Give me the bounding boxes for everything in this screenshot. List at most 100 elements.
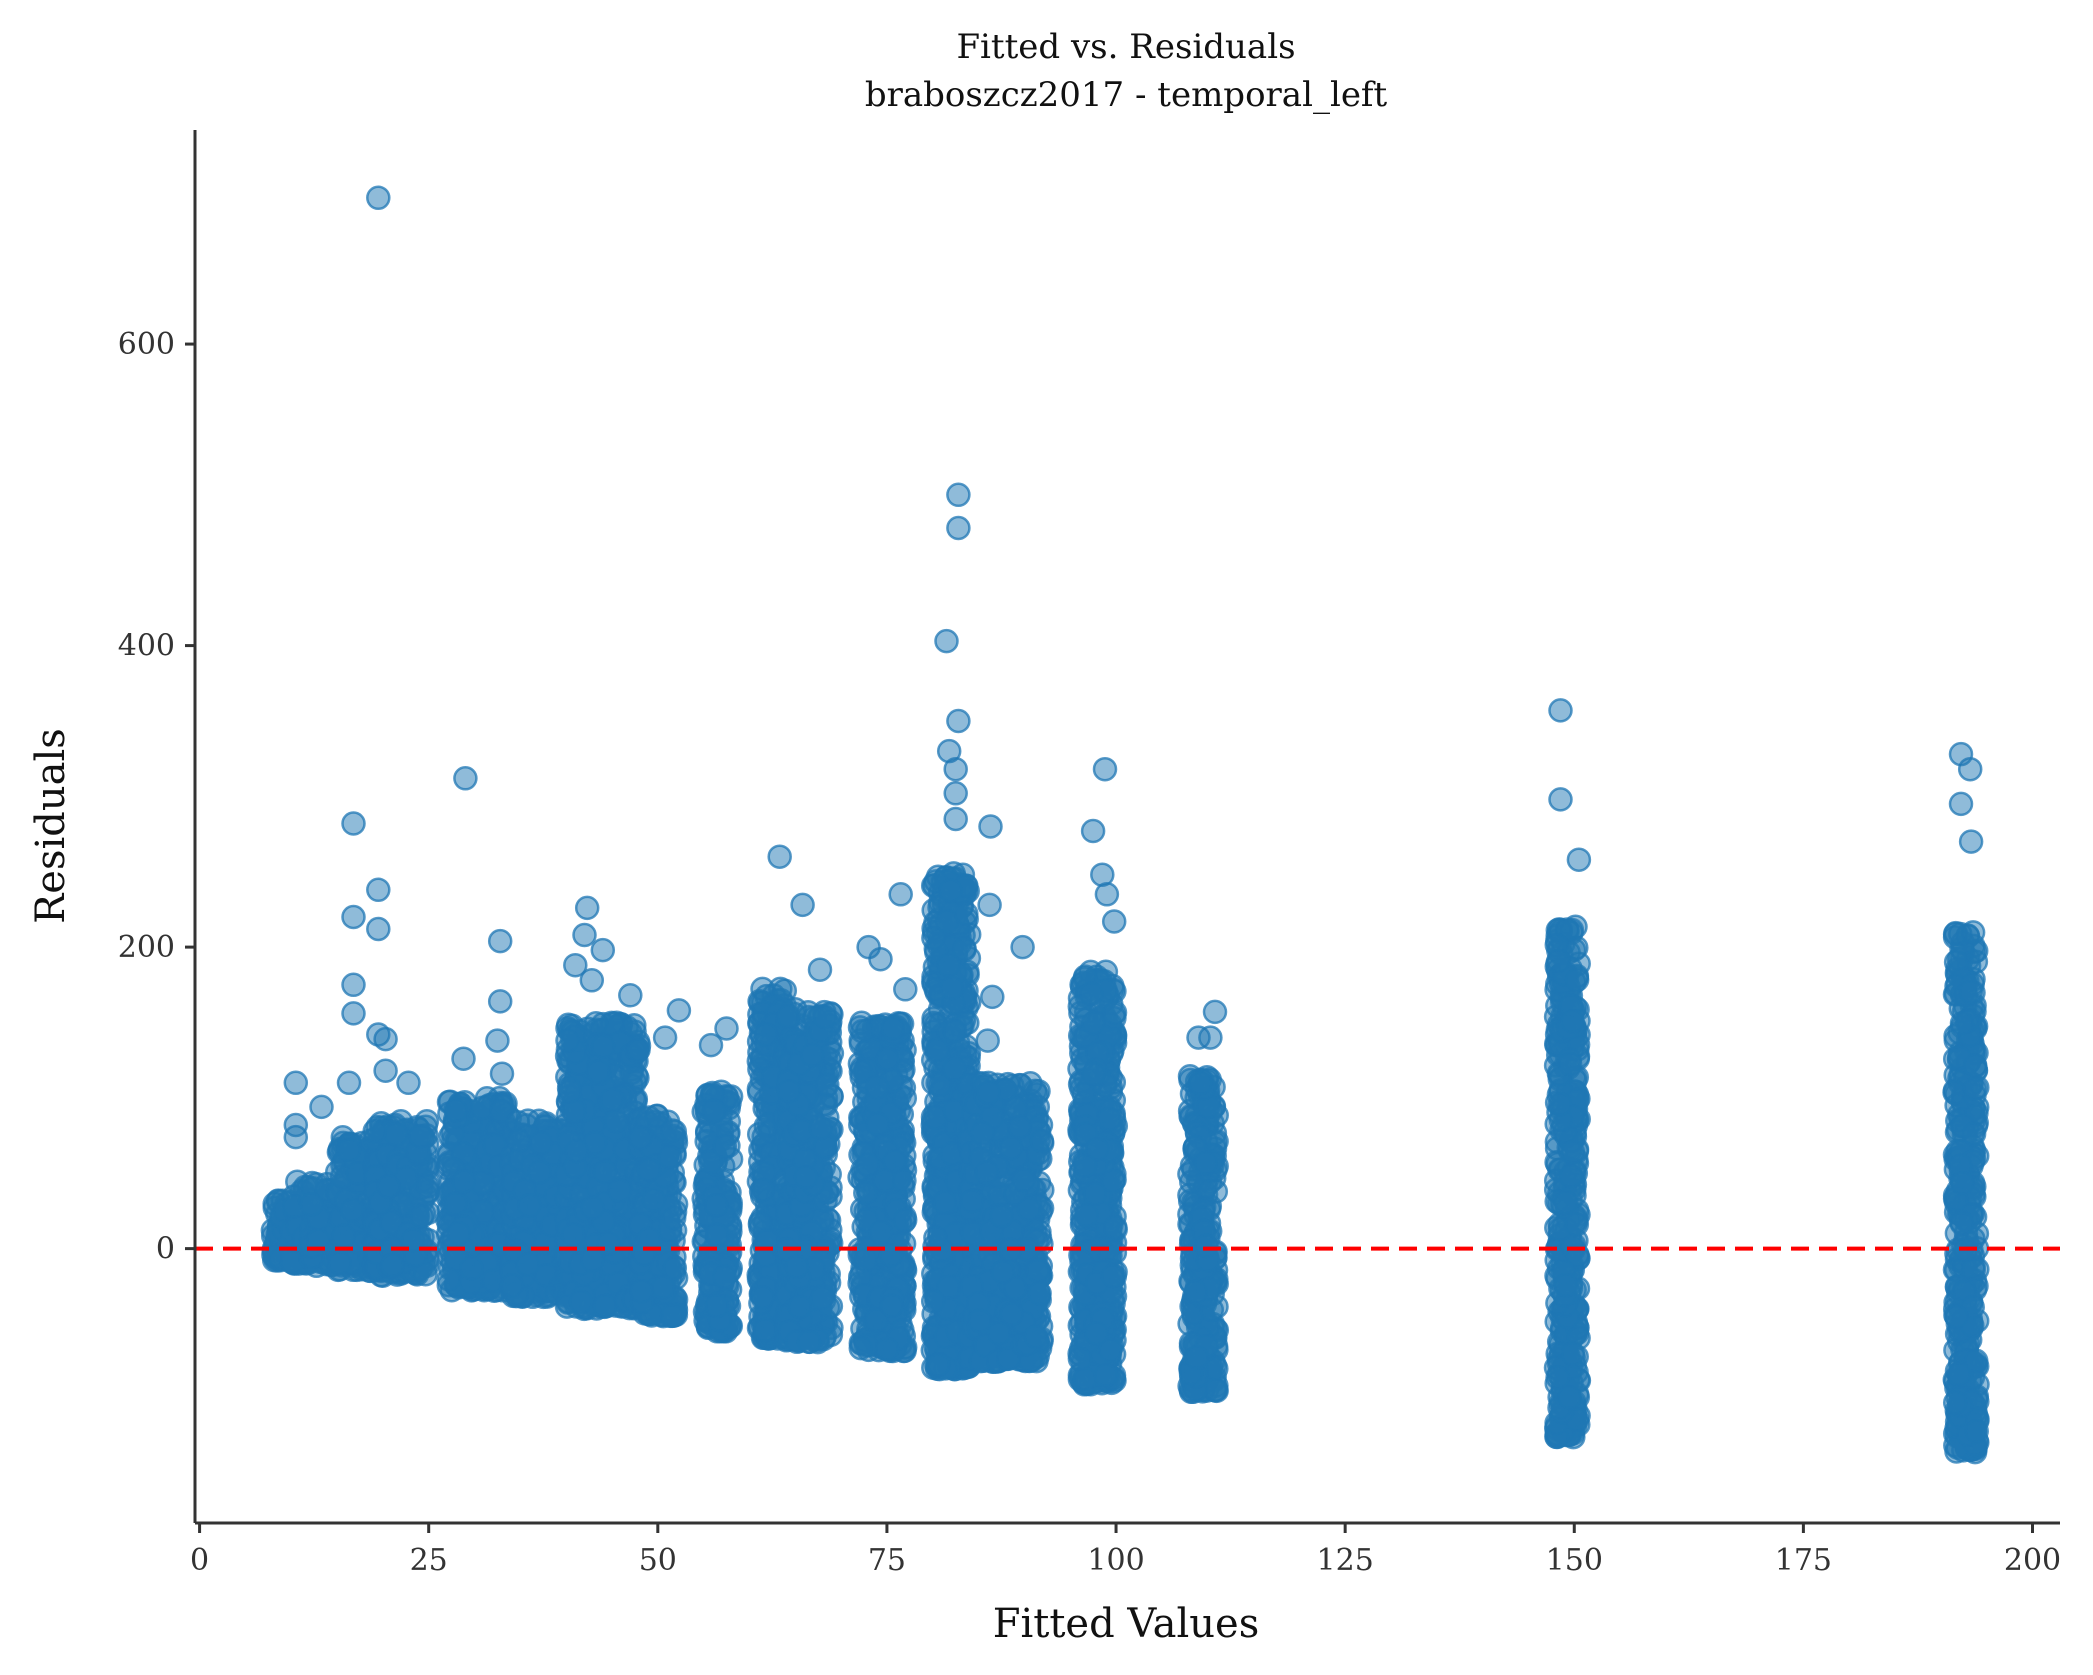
scatter-point xyxy=(636,1157,662,1182)
scatter-point xyxy=(626,1037,651,1063)
scatter-point xyxy=(892,1168,917,1193)
scatter-point xyxy=(408,1123,433,1149)
scatter-point xyxy=(879,1293,904,1319)
scatter-point xyxy=(750,1285,775,1310)
scatter-point xyxy=(415,1174,441,1199)
scatter-point xyxy=(800,1042,825,1068)
scatter-point xyxy=(413,1261,438,1287)
scatter-point xyxy=(659,1303,685,1329)
scatter-point xyxy=(443,1097,468,1123)
scatter-point xyxy=(942,1019,968,1044)
scatter-point xyxy=(603,1108,629,1134)
scatter-point xyxy=(557,1079,582,1104)
scatter-point xyxy=(446,1221,471,1246)
scatter-point xyxy=(661,1205,687,1231)
scatter-point xyxy=(864,1074,890,1100)
scatter-point xyxy=(662,1255,688,1281)
title-block: Fitted vs. Residuals braboszcz2017 - tem… xyxy=(865,27,1388,115)
scatter-point xyxy=(712,1264,737,1289)
scatter-point xyxy=(564,1138,589,1164)
scatter-point xyxy=(379,1210,404,1235)
scatter-point xyxy=(752,1317,778,1343)
scatter-point xyxy=(701,1098,726,1124)
scatter-point xyxy=(580,1195,605,1221)
scatter-points xyxy=(260,185,1990,1465)
scatter-point xyxy=(376,1174,401,1199)
scatter-point xyxy=(331,1223,356,1249)
scatter-point xyxy=(812,1004,838,1030)
scatter-point xyxy=(409,1204,435,1229)
scatter-point xyxy=(793,1164,819,1190)
scatter-point xyxy=(327,1250,352,1276)
scatter-point xyxy=(400,1227,426,1253)
scatter-point xyxy=(875,1046,900,1072)
scatter-point xyxy=(641,1187,667,1213)
scatter-point xyxy=(383,1122,409,1147)
scatter-point xyxy=(892,1085,918,1111)
scatter-point xyxy=(939,975,964,1001)
scatter-point xyxy=(704,1222,730,1248)
scatter-point xyxy=(865,1111,890,1137)
scatter-point xyxy=(592,1293,618,1319)
scatter-point xyxy=(561,1099,587,1124)
scatter-point xyxy=(299,1192,324,1217)
scatter-point xyxy=(650,1275,676,1300)
scatter-point xyxy=(599,1087,625,1112)
scatter-point xyxy=(657,1144,683,1170)
scatter-point xyxy=(892,1207,918,1233)
scatter-point xyxy=(336,1137,362,1163)
scatter-point xyxy=(776,1079,802,1104)
scatter-point xyxy=(592,1159,618,1185)
scatter-point xyxy=(932,1190,958,1215)
scatter-point xyxy=(585,1059,611,1084)
scatter-point xyxy=(784,1254,810,1279)
scatter-point xyxy=(580,1247,605,1273)
scatter-point xyxy=(815,1072,840,1098)
scatter-point xyxy=(499,1273,525,1298)
scatter-point xyxy=(853,1180,878,1206)
scatter-point xyxy=(796,1329,822,1354)
scatter-point xyxy=(712,1134,738,1159)
scatter-point xyxy=(808,1115,833,1141)
chart-title: Fitted vs. Residuals xyxy=(956,27,1295,67)
scatter-point xyxy=(451,1169,477,1194)
scatter-point xyxy=(555,1028,580,1053)
scatter-point xyxy=(568,1289,594,1315)
scatter-point xyxy=(853,1247,878,1273)
scatter-point xyxy=(925,1037,950,1063)
scatter-point xyxy=(954,901,979,927)
scatter-point xyxy=(746,1121,772,1147)
scatter-point xyxy=(874,1336,900,1362)
scatter-point xyxy=(868,1219,894,1245)
scatter-point xyxy=(459,1255,484,1281)
scatter-point xyxy=(628,1125,653,1151)
scatter-point xyxy=(850,1019,875,1044)
scatter-point xyxy=(925,1352,951,1378)
scatter-point xyxy=(622,1013,647,1038)
scatter-point xyxy=(339,1197,365,1223)
scatter-point xyxy=(787,1294,812,1320)
scatter-point xyxy=(880,1016,905,1041)
scatter-point xyxy=(515,1252,540,1277)
scatter-point xyxy=(750,1177,775,1203)
scatter-point xyxy=(306,1228,331,1253)
scatter-point xyxy=(506,1128,532,1154)
scatter-point xyxy=(583,1010,609,1036)
scatter-point xyxy=(436,1267,461,1292)
chart-subtitle: braboszcz2017 - temporal_left xyxy=(865,75,1388,115)
scatter-point xyxy=(704,1192,729,1218)
scatter-point xyxy=(560,1222,586,1247)
scatter-point xyxy=(809,1285,835,1311)
scatter-point xyxy=(629,1279,654,1304)
scatter-point xyxy=(527,1159,552,1185)
scatter-point xyxy=(590,1034,616,1059)
scatter-point xyxy=(528,1130,554,1156)
scatter-point xyxy=(607,1178,632,1203)
scatter-point xyxy=(923,1225,948,1251)
scatter-point xyxy=(660,1118,685,1143)
scatter-point xyxy=(872,1168,897,1193)
scatter-point xyxy=(362,1118,387,1144)
scatter-point xyxy=(848,1335,874,1361)
scatter-point xyxy=(936,952,961,978)
